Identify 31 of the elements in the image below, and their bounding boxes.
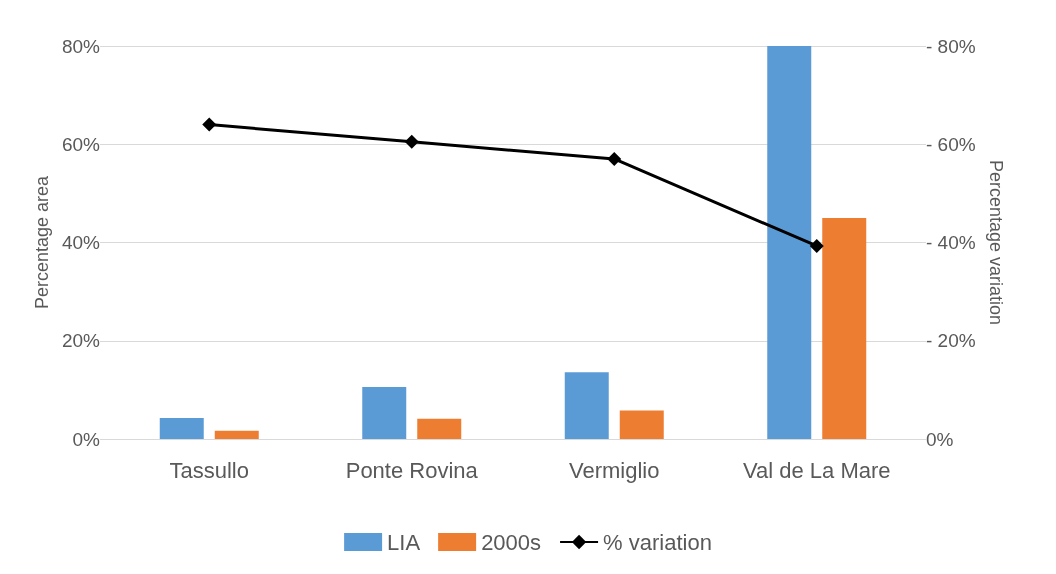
x-tick-label: Ponte Rovina xyxy=(345,457,479,483)
y2-tick-label: - 20% xyxy=(926,330,976,352)
y-tick-label: 20% xyxy=(61,330,101,352)
bar xyxy=(822,217,867,439)
y2-tick-label: - 80% xyxy=(926,35,976,57)
y2-tick-label: - 40% xyxy=(926,232,976,253)
y-tick-label: 60% xyxy=(61,133,101,155)
legend-label: % variation xyxy=(603,529,712,555)
bar xyxy=(214,430,259,439)
x-tick-label: Val de La Mare xyxy=(742,457,891,483)
legend-label: LIA xyxy=(387,529,421,555)
y-tick-label: 40% xyxy=(61,232,101,253)
x-tick-label: Tassullo xyxy=(169,457,249,483)
y-axis-title: Percentage area xyxy=(32,174,53,310)
y-tick-label: 80% xyxy=(61,35,101,57)
point xyxy=(202,117,217,132)
bar xyxy=(159,417,204,439)
y2-tick-label: - 60% xyxy=(926,133,976,155)
y2-axis-title: Percentage variation xyxy=(985,159,1006,326)
bar xyxy=(564,372,609,439)
x-tick-label: Vermiglio xyxy=(569,457,660,483)
y2-tick-label: 0% xyxy=(926,428,954,450)
point xyxy=(404,134,419,149)
bar xyxy=(417,418,462,439)
bar xyxy=(619,410,664,439)
bar xyxy=(767,46,812,439)
legend-label: 2000s xyxy=(481,529,542,555)
bar xyxy=(362,386,407,439)
point xyxy=(607,151,622,166)
point xyxy=(809,238,824,253)
y-tick-label: 0% xyxy=(72,428,101,450)
